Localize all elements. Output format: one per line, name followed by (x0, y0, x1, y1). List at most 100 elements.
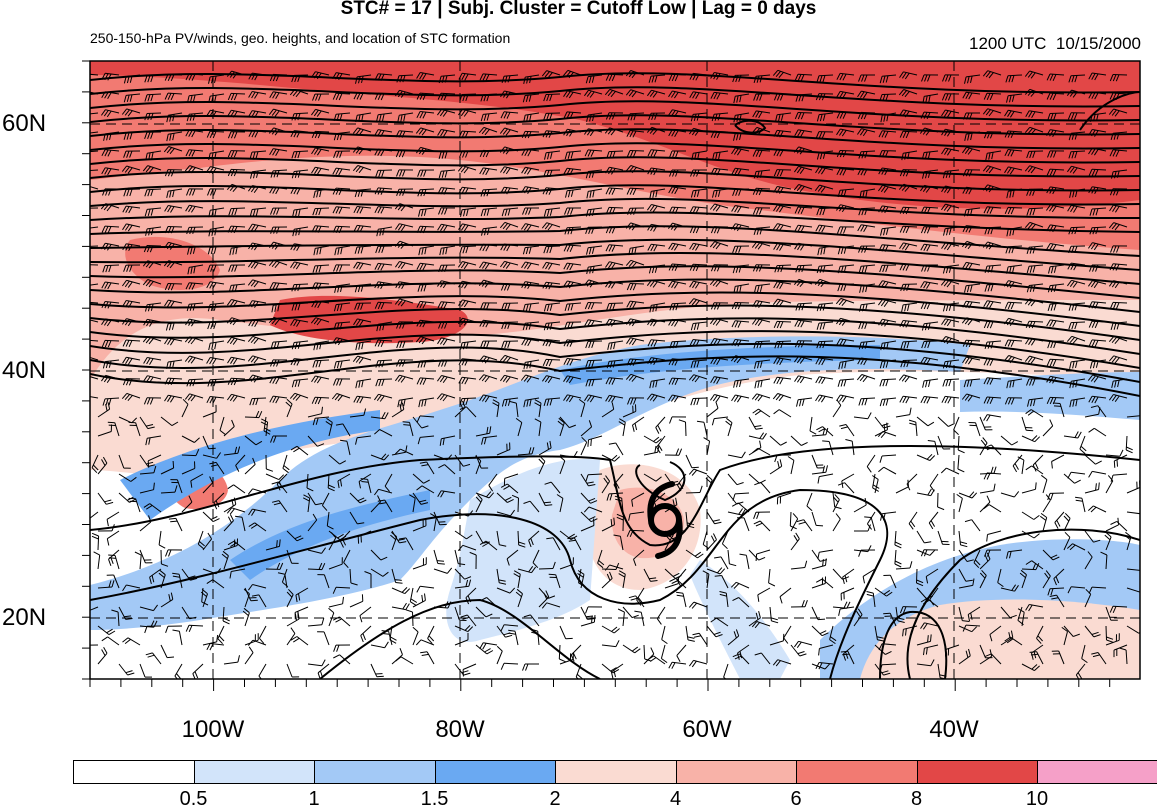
wind-barb-feather (980, 439, 986, 446)
wind-barb-feather (566, 339, 571, 347)
wind-barb-feather (230, 542, 237, 548)
wind-barb-feather (751, 393, 758, 400)
wind-barb-feather (483, 189, 487, 197)
wind-barb-feather (171, 421, 179, 427)
wind-barb-feather (167, 283, 172, 291)
wind-barb-feather (1053, 303, 1057, 311)
wind-barb-feather (463, 282, 469, 289)
wind-barb-feather (588, 209, 592, 217)
wind-barb-feather (632, 130, 637, 138)
wind-barb-feather (374, 129, 379, 136)
wind-barb (126, 108, 141, 114)
wind-barb (532, 549, 540, 563)
wind-barb-feather (340, 284, 343, 293)
wind-barb-feather (317, 131, 322, 139)
wind-barb-feather (962, 300, 967, 308)
wind-barb-feather (905, 226, 910, 234)
wind-barb (168, 299, 183, 304)
wind-barb (90, 356, 99, 361)
wind-barb-feather (940, 467, 947, 474)
wind-barb (840, 338, 855, 342)
wind-barb-feather (380, 149, 385, 157)
wind-barb-feather (1088, 91, 1093, 99)
wind-barb (307, 413, 322, 418)
wind-barb (1056, 594, 1065, 608)
wind-barb-feather (752, 207, 757, 215)
wind-barb (971, 519, 981, 532)
wind-barb-feather (920, 302, 925, 310)
wind-barb-feather (732, 189, 736, 196)
wind-barb-feather (968, 491, 975, 498)
wind-barb-feather (864, 322, 868, 329)
wind-barb (504, 397, 519, 401)
wind-barb-feather (1050, 266, 1054, 274)
wind-barb-feather (291, 284, 295, 292)
wind-barb-feather (1052, 93, 1057, 101)
wind-barb (126, 356, 141, 361)
wind-barb-feather (775, 114, 778, 122)
wind-barb-feather (1139, 591, 1140, 592)
wind-barb-feather (751, 318, 757, 325)
wind-barb (286, 549, 293, 564)
wind-barb-feather (234, 264, 238, 272)
wind-barb-feather (1090, 506, 1097, 513)
wind-barb-feather (983, 321, 988, 329)
wind-barb-feather (465, 94, 469, 102)
wind-barb-feather (841, 130, 847, 137)
wind-barb-feather (336, 264, 340, 272)
wind-barb-feather (610, 342, 613, 350)
wind-barb (651, 89, 666, 95)
wind-barb-feather (607, 342, 610, 351)
wind-barb-feather (80, 185, 84, 191)
wind-barb (167, 73, 183, 76)
wind-barb-feather (312, 418, 316, 426)
wind-barb-feather (124, 394, 130, 401)
wind-barb (588, 245, 603, 249)
wind-barb-feather (1069, 400, 1072, 408)
wind-barb-feather (1114, 171, 1117, 179)
wind-barb-feather (504, 208, 508, 216)
wind-barb-feather (525, 95, 529, 103)
wind-barb-feather (592, 113, 595, 122)
wind-barb-feather (400, 262, 406, 269)
wind-barb-feather (608, 112, 613, 120)
wind-barb-feather (103, 110, 109, 117)
wind-barb-feather (172, 190, 175, 198)
wind-barb-feather (421, 247, 424, 255)
wind-barb-feather (1074, 431, 1079, 438)
wind-barb-feather (669, 303, 673, 311)
wind-barb (139, 555, 142, 570)
wind-barb (986, 340, 1002, 343)
wind-barb (168, 112, 183, 116)
wind-barb-feather (81, 302, 84, 308)
wind-barb-feather (201, 588, 208, 595)
wind-barb-feather (988, 72, 994, 79)
wind-barb-feather (713, 338, 718, 346)
wind-barb-feather (610, 262, 616, 270)
height-contour (90, 342, 1140, 383)
wind-barb-feather (879, 94, 883, 102)
wind-barb-feather (628, 260, 634, 267)
wind-barb-feather (611, 112, 616, 120)
wind-barb-feather (628, 513, 631, 521)
wind-barb-feather (607, 90, 613, 97)
wind-barb (727, 454, 742, 459)
wind-barb-feather (570, 189, 574, 197)
wind-barb-feather (170, 169, 175, 177)
wind-barb (97, 625, 110, 635)
wind-barb-feather (775, 224, 781, 231)
wind-barb-feather (739, 132, 742, 141)
wind-barb-feather (510, 509, 516, 517)
wind-barb-feather (1030, 90, 1036, 97)
wind-barb (272, 340, 288, 343)
wind-barb-feather (295, 209, 298, 217)
wind-barb-feather (549, 322, 553, 330)
wind-barb-feather (124, 166, 130, 173)
wind-barb-feather (1046, 224, 1051, 232)
wind-barb-feather (688, 374, 695, 381)
wind-barb (902, 263, 918, 266)
wind-barb (420, 111, 435, 114)
wind-barb (252, 319, 267, 323)
wind-barb-feather (144, 113, 148, 121)
wind-barb (651, 149, 666, 152)
